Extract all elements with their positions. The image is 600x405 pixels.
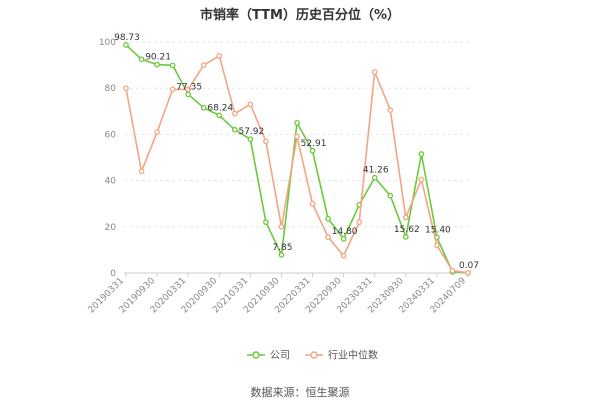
data-point	[294, 120, 300, 126]
data-point	[154, 129, 160, 135]
data-label: 52.91	[301, 139, 327, 149]
data-label: 41.26	[363, 166, 389, 176]
axis-layer: 0204060801002019033120190930202003312020…	[87, 38, 469, 316]
data-point	[247, 101, 254, 108]
y-tick-label: 80	[105, 84, 117, 94]
data-point	[216, 53, 223, 59]
data-label: 7.85	[272, 243, 292, 253]
data-point	[402, 234, 409, 240]
data-point	[216, 112, 223, 119]
data-point	[340, 252, 347, 259]
data-point	[340, 235, 347, 242]
data-label-layer: 98.73 90.21 77.35 68.24 57.92 7.85 52.91 14.80 4…	[114, 33, 479, 271]
data-point	[200, 62, 207, 68]
series-layer	[123, 42, 471, 276]
data-point	[387, 107, 394, 113]
data-point	[294, 133, 300, 140]
legend-label: 公司	[270, 351, 290, 362]
legend-marker	[310, 351, 318, 359]
data-point	[231, 110, 238, 117]
data-label: 14.80	[332, 227, 358, 237]
data-label: 68.24	[207, 103, 233, 113]
legend-marker	[252, 351, 260, 359]
data-point	[278, 252, 285, 258]
data-label: 15.40	[425, 225, 451, 235]
data-point	[247, 136, 254, 143]
data-point	[278, 223, 285, 230]
y-tick-label: 40	[105, 177, 117, 187]
data-point	[371, 69, 378, 75]
data-point	[185, 86, 192, 93]
data-label: 90.21	[145, 53, 171, 63]
data-point	[325, 215, 331, 222]
data-point	[263, 219, 269, 226]
data-point	[138, 56, 145, 63]
data-point	[465, 269, 471, 276]
data-label: 77.35	[176, 82, 202, 92]
data-point	[185, 91, 192, 98]
data-point	[418, 176, 425, 183]
data-label: 57.92	[238, 127, 264, 137]
data-point	[123, 42, 129, 48]
data-point	[418, 151, 425, 157]
data-point	[387, 192, 394, 199]
data-point	[154, 61, 160, 68]
data-point	[263, 138, 269, 145]
y-tick-label: 0	[110, 269, 116, 279]
data-point	[309, 200, 316, 207]
data-point	[356, 219, 363, 226]
chart-source: 数据来源：恒生聚源	[250, 386, 350, 399]
data-label: 15.62	[394, 225, 420, 235]
data-point	[138, 168, 145, 175]
data-point	[231, 126, 238, 133]
y-tick-label: 20	[105, 223, 117, 233]
y-tick-label: 100	[99, 38, 116, 48]
data-point	[434, 242, 440, 249]
data-point	[402, 214, 409, 221]
series-line-0	[125, 44, 469, 274]
data-point	[309, 147, 316, 154]
y-tick-label: 60	[105, 130, 117, 140]
data-point	[169, 62, 176, 69]
legend: 公司 行业中位数	[247, 349, 378, 362]
grid-layer	[124, 41, 470, 274]
data-point	[169, 86, 176, 93]
chart-title: 市销率（TTM）历史百分位（%）	[200, 8, 400, 23]
data-point	[449, 267, 456, 274]
data-point	[371, 174, 378, 181]
legend-label: 行业中位数	[328, 349, 378, 362]
data-point	[200, 104, 207, 111]
data-point	[325, 234, 331, 241]
data-point	[123, 85, 129, 92]
data-label: 98.73	[114, 33, 140, 43]
data-label: 0.07	[459, 261, 479, 271]
